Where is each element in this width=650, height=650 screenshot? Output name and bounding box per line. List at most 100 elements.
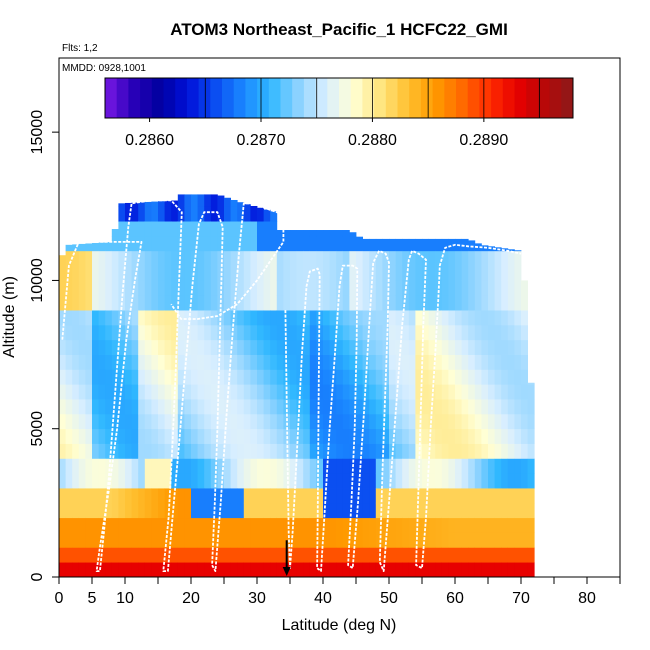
heatmap-cell — [164, 443, 172, 459]
heatmap-cell — [521, 354, 528, 370]
heatmap-cell — [309, 280, 317, 296]
heatmap-cell — [217, 250, 225, 266]
heatmap-cell — [428, 517, 436, 533]
heatmap-cell — [356, 458, 363, 474]
y-tick-label: 15000 — [29, 110, 46, 155]
heatmap-cell — [323, 310, 330, 326]
heatmap-cell — [204, 532, 212, 548]
heatmap-cell — [441, 324, 449, 341]
heatmap-cell — [422, 413, 429, 430]
heatmap-cell — [237, 324, 245, 341]
heatmap-cell — [342, 310, 350, 326]
heatmap-cell — [171, 562, 179, 578]
heatmap-cell — [184, 473, 192, 489]
heatmap-cell — [481, 250, 489, 266]
heatmap-cell — [263, 235, 271, 252]
heatmap-cell — [455, 562, 462, 578]
heatmap-cell — [98, 532, 106, 548]
heatmap-cell — [144, 354, 152, 370]
heatmap-cell — [494, 250, 502, 266]
heatmap-cell — [118, 458, 126, 474]
heatmap-cell — [125, 384, 132, 400]
heatmap-cell — [362, 488, 370, 504]
heatmap-cell — [144, 221, 152, 237]
heatmap-cell — [494, 517, 502, 533]
heatmap-cell — [435, 295, 443, 311]
heatmap-cell — [395, 413, 403, 430]
heatmap-cell — [342, 384, 350, 400]
heatmap-cell — [131, 458, 139, 474]
heatmap-cell — [230, 413, 238, 430]
heatmap-cell — [210, 458, 218, 474]
heatmap-cell — [85, 250, 93, 266]
heatmap-cell — [197, 194, 205, 207]
heatmap-cell — [461, 428, 469, 444]
heatmap-cell — [217, 532, 225, 548]
heatmap-cell — [65, 547, 73, 563]
heatmap-cell — [441, 547, 449, 563]
heatmap-cell — [342, 339, 350, 355]
heatmap-cell — [375, 428, 383, 444]
heatmap-cell — [290, 443, 297, 459]
heatmap-cell — [336, 339, 344, 355]
heatmap-cell — [481, 413, 489, 430]
heatmap-cell — [131, 532, 139, 548]
heatmap-cell — [204, 339, 212, 355]
heatmap-cell — [356, 488, 363, 504]
heatmap-cell — [389, 428, 396, 444]
heatmap-cell — [85, 399, 93, 415]
heatmap-cell — [461, 265, 469, 281]
heatmap-cell — [494, 310, 502, 326]
heatmap-cell — [356, 532, 363, 548]
heatmap-cell — [441, 473, 449, 489]
heatmap-cell — [329, 310, 337, 326]
heatmap-cell — [197, 413, 205, 430]
heatmap-cell — [230, 399, 238, 415]
heatmap-cell — [217, 517, 225, 533]
heatmap-cell — [336, 324, 344, 341]
colorbar-segment — [456, 78, 469, 118]
heatmap-cell — [521, 562, 528, 578]
heatmap-cell — [263, 532, 271, 548]
heatmap-cell — [144, 428, 152, 444]
heatmap-cell — [98, 517, 106, 533]
heatmap-cell — [158, 562, 165, 578]
heatmap-cell — [92, 532, 99, 548]
heatmap-cell — [488, 246, 495, 252]
heatmap-cell — [369, 458, 377, 474]
heatmap-cell — [283, 517, 291, 533]
heatmap-cell — [270, 384, 278, 400]
heatmap-cell — [369, 428, 377, 444]
heatmap-cell — [276, 384, 284, 400]
heatmap-cell — [131, 354, 139, 370]
heatmap-cell — [395, 473, 403, 489]
heatmap-cell — [296, 235, 304, 252]
heatmap-cell — [402, 295, 410, 311]
heatmap-cell — [455, 384, 462, 400]
heatmap-cell — [65, 562, 73, 578]
heatmap-cell — [468, 339, 476, 355]
heatmap-cell — [349, 488, 357, 504]
heatmap-cell — [316, 443, 324, 459]
heatmap-cell — [303, 502, 311, 519]
heatmap-cell — [151, 250, 159, 266]
heatmap-cell — [290, 562, 297, 578]
heatmap-cell — [250, 354, 258, 370]
heatmap-cell — [111, 458, 119, 474]
heatmap-cell — [131, 502, 139, 519]
heatmap-cell — [125, 413, 132, 430]
heatmap-cell — [514, 265, 522, 281]
heatmap-cell — [389, 532, 396, 548]
heatmap-cell — [158, 488, 165, 504]
heatmap-cell — [59, 369, 66, 385]
heatmap-cell — [144, 384, 152, 400]
heatmap-cell — [323, 369, 330, 385]
heatmap-cell — [230, 458, 238, 474]
heatmap-cell — [131, 413, 139, 430]
colorbar-segment — [397, 78, 410, 118]
heatmap-cell — [111, 517, 119, 533]
heatmap-cell — [283, 280, 291, 296]
heatmap-cell — [488, 354, 495, 370]
heatmap-cell — [402, 473, 410, 489]
